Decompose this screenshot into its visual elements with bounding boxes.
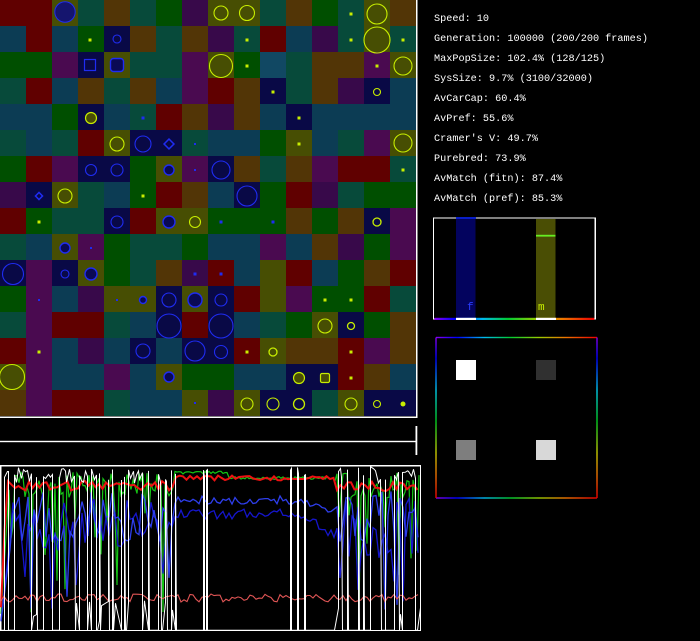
svg-text:MaxPopSize: 102.4% (128/125): MaxPopSize: 102.4% (128/125) bbox=[434, 53, 605, 65]
svg-text:Generation: 100000 (200/200 fr: Generation: 100000 (200/200 frames) bbox=[434, 33, 648, 45]
svg-text:Cramer's V: 49.7%: Cramer's V: 49.7% bbox=[434, 133, 539, 145]
svg-text:AvMatch (pref): 85.3%: AvMatch (pref): 85.3% bbox=[434, 193, 563, 205]
svg-text:Speed: 10: Speed: 10 bbox=[434, 13, 489, 25]
svg-text:AvMatch (fitn): 87.4%: AvMatch (fitn): 87.4% bbox=[434, 173, 563, 185]
svg-text:Purebred: 73.9%: Purebred: 73.9% bbox=[434, 153, 527, 165]
svg-text:m: m bbox=[538, 302, 545, 314]
svg-text:SysSize: 9.7% (3100/32000): SysSize: 9.7% (3100/32000) bbox=[434, 73, 593, 85]
svg-text:AvCarCap: 60.4%: AvCarCap: 60.4% bbox=[434, 94, 527, 105]
svg-text:f: f bbox=[467, 302, 474, 314]
svg-text:AvPref: 55.6%: AvPref: 55.6% bbox=[434, 113, 514, 125]
